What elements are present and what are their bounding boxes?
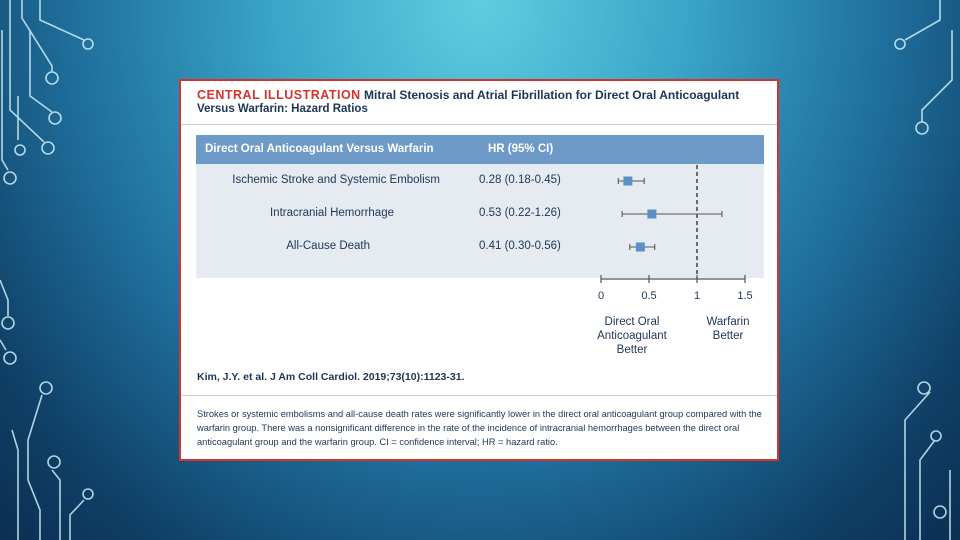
row-hr-ischemic-stroke: 0.28 (0.18-0.45) — [479, 174, 561, 186]
row-label-all-cause-death: All-Cause Death — [286, 240, 370, 252]
citation: Kim, J.Y. et al. J Am Coll Cardiol. 2019… — [197, 371, 465, 383]
column-header-comparison: Direct Oral Anticoagulant Versus Warfari… — [205, 143, 434, 155]
caption-divider — [181, 395, 777, 396]
row-label-ischemic-stroke: Ischemic Stroke and Systemic Embolism — [232, 174, 440, 186]
x-tick-label: 1 — [694, 290, 700, 302]
table-body — [196, 164, 764, 278]
hr-point-marker — [647, 209, 657, 219]
title-divider — [181, 124, 777, 125]
row-label-intracranial-hemorrhage: Intracranial Hemorrhage — [269, 207, 394, 219]
figure-title-part2: Versus Warfarin: Hazard Ratios — [197, 103, 368, 115]
row-hr-intracranial-hemorrhage: 0.53 (0.22-1.26) — [479, 207, 561, 219]
right-direction-label: Warfarin Better — [706, 316, 750, 342]
x-tick-label: 1.5 — [737, 290, 752, 302]
hr-point-marker — [623, 176, 633, 186]
figure-title: CENTRAL ILLUSTRATION Mitral Stenosis and… — [197, 88, 739, 102]
figure-tag: CENTRAL ILLUSTRATION — [197, 88, 361, 102]
figure-caption: Strokes or systemic embolisms and all-ca… — [197, 409, 762, 447]
column-header-hr: HR (95% CI) — [488, 143, 554, 155]
table-header: Direct Oral Anticoagulant Versus Warfari… — [196, 135, 764, 164]
hr-point-marker — [635, 242, 645, 252]
row-hr-all-cause-death: 0.41 (0.30-0.56) — [479, 240, 561, 252]
forest-plot: 0 0.5 1 1.5 — [598, 165, 753, 302]
x-tick-label: 0.5 — [641, 290, 656, 302]
figure-title-part1: Mitral Stenosis and Atrial Fibrillation … — [364, 88, 740, 102]
left-direction-label: Direct Oral Anticoagulant Better — [597, 316, 667, 356]
central-illustration-panel: CENTRAL ILLUSTRATION Mitral Stenosis and… — [179, 79, 779, 461]
x-tick-label: 0 — [598, 290, 604, 302]
